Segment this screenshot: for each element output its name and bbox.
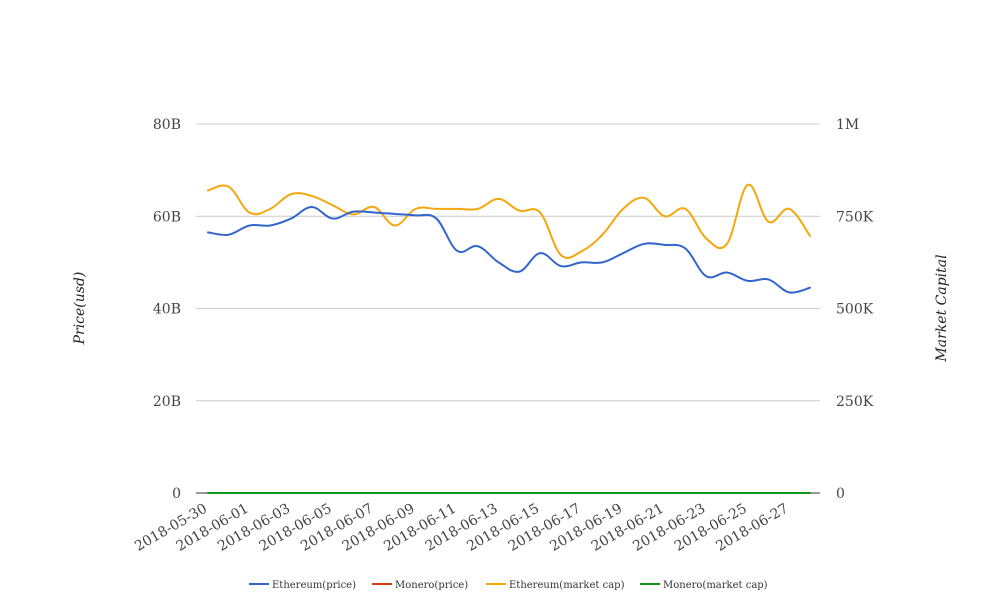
gridlines bbox=[196, 123, 820, 402]
left-axis-ticks: 0 20B 40B 60B 80B bbox=[153, 117, 181, 502]
left-tick-label: 60B bbox=[153, 209, 181, 225]
legend-label-monero-price: Monero(price) bbox=[395, 580, 468, 591]
series-line-ethereum-market-cap bbox=[207, 183, 811, 259]
left-tick-label: 80B bbox=[153, 117, 181, 133]
series-lines bbox=[207, 183, 811, 495]
legend-label-ethereum-price: Ethereum(price) bbox=[272, 580, 356, 591]
y2-axis-title: Market Capital bbox=[934, 254, 950, 362]
legend-label-monero-market-cap: Monero(market cap) bbox=[663, 580, 768, 591]
right-axis-ticks: 0 250K 500K 750K 1M bbox=[836, 117, 874, 502]
left-tick-label: 20B bbox=[153, 394, 181, 410]
right-tick-label: 250K bbox=[836, 394, 874, 410]
legend-label-ethereum-market-cap: Ethereum(market cap) bbox=[509, 580, 625, 591]
left-tick-label: 40B bbox=[153, 302, 181, 318]
y-axis-title: Price(usd) bbox=[72, 272, 88, 346]
legend: Ethereum(price) Monero(price) Ethereum(mar… bbox=[249, 580, 768, 591]
right-tick-label: 750K bbox=[836, 209, 874, 225]
right-tick-label: 1M bbox=[836, 117, 859, 133]
right-tick-label: 500K bbox=[836, 302, 874, 318]
left-tick-label: 0 bbox=[172, 486, 181, 502]
x-axis-ticks: 2018-05-302018-06-012018-06-032018-06-05… bbox=[132, 501, 791, 555]
right-tick-label: 0 bbox=[836, 486, 845, 502]
series-line-ethereum-price bbox=[207, 206, 811, 294]
